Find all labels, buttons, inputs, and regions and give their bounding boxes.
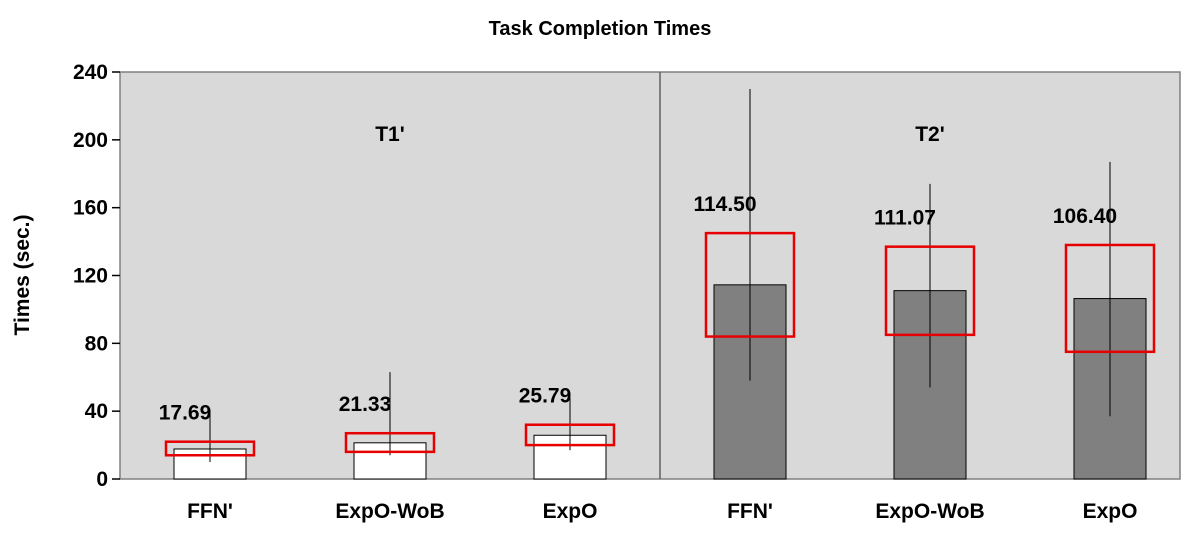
x-tick-label: ExpO [543, 500, 598, 523]
x-tick-label: ExpO-WoB [335, 500, 444, 523]
y-tick-label: 0 [96, 468, 108, 491]
highlight-box [524, 423, 616, 447]
x-tick-label: FFN' [187, 500, 233, 523]
bars-layer: T1' 17.69 21.33 25.79 T2' 114.50 111.07 106.40 [159, 88, 1156, 480]
value-label: 17.69 [159, 402, 212, 425]
highlight-box [1064, 243, 1156, 354]
x-tick-label: FFN' [727, 500, 773, 523]
highlight-box [704, 231, 796, 338]
x-tick-label: ExpO [1083, 500, 1138, 523]
chart-title: Task Completion Times [489, 18, 712, 40]
y-axis: 0 40 80 120 160 200 240 [73, 61, 120, 491]
value-label: 111.07 [874, 207, 936, 230]
group-label: T1' [375, 123, 405, 146]
x-tick-label: ExpO-WoB [875, 500, 984, 523]
value-label: 114.50 [693, 193, 756, 216]
x-axis: FFN' ExpO-WoB ExpO FFN' ExpO-WoB ExpO [187, 500, 1137, 523]
y-tick-label: 200 [73, 129, 108, 152]
y-axis-label: Times (sec.) [11, 214, 34, 335]
y-tick-label: 160 [73, 197, 108, 220]
group-label: T2' [915, 123, 945, 146]
highlight-box [344, 431, 436, 454]
value-label: 25.79 [519, 385, 572, 408]
highlight-box [164, 440, 256, 457]
highlight-box [884, 245, 976, 337]
y-tick-label: 80 [85, 332, 108, 355]
value-label: 21.33 [339, 393, 392, 416]
y-tick-label: 240 [73, 61, 108, 84]
plot-area [119, 71, 1181, 480]
y-tick-label: 120 [73, 265, 108, 288]
y-tick-label: 40 [85, 400, 108, 423]
value-label: 106.40 [1053, 205, 1117, 228]
